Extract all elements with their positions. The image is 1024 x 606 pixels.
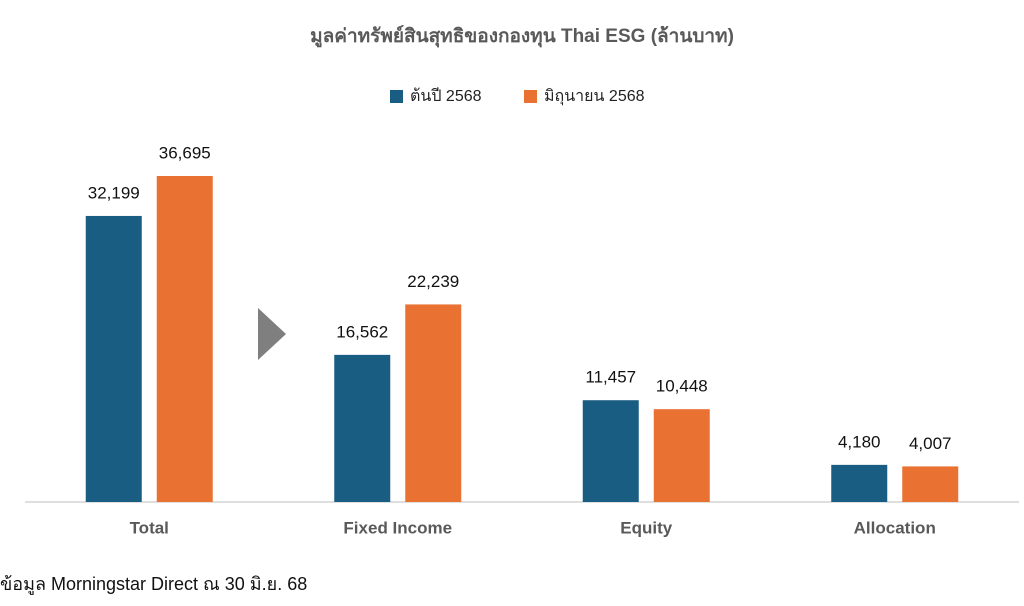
legend-label: มิถุนายน 2568 <box>544 88 645 106</box>
value-label: 10,448 <box>656 377 708 396</box>
value-label: 4,007 <box>909 434 952 453</box>
bar <box>334 354 391 502</box>
bar <box>653 409 710 502</box>
bar <box>902 466 959 502</box>
value-label: 11,457 <box>585 368 636 387</box>
legend-swatch <box>390 90 403 103</box>
bar <box>156 176 213 502</box>
value-label: 4,180 <box>838 432 881 451</box>
value-label: 22,239 <box>407 272 459 291</box>
legend-label: ต้นปี 2568 <box>410 87 482 105</box>
x-tick-label: Allocation <box>854 518 936 537</box>
arrow-icon <box>258 308 286 360</box>
bar <box>831 464 888 502</box>
x-tick-label: Total <box>130 518 169 537</box>
legend-swatch <box>524 90 537 103</box>
bar <box>582 400 639 502</box>
bar <box>85 215 142 502</box>
source-note: ข้อมูล Morningstar Direct ณ 30 มิ.ย. 68 <box>0 574 307 595</box>
bar <box>405 304 462 502</box>
value-label: 36,695 <box>159 143 211 162</box>
x-tick-label: Equity <box>620 518 672 537</box>
value-label: 16,562 <box>336 322 388 341</box>
x-tick-label: Fixed Income <box>343 518 452 537</box>
value-label: 32,199 <box>88 183 140 202</box>
chart-title: มูลค่าทรัพย์สินสุทธิของกองทุน Thai ESG (… <box>310 25 734 48</box>
